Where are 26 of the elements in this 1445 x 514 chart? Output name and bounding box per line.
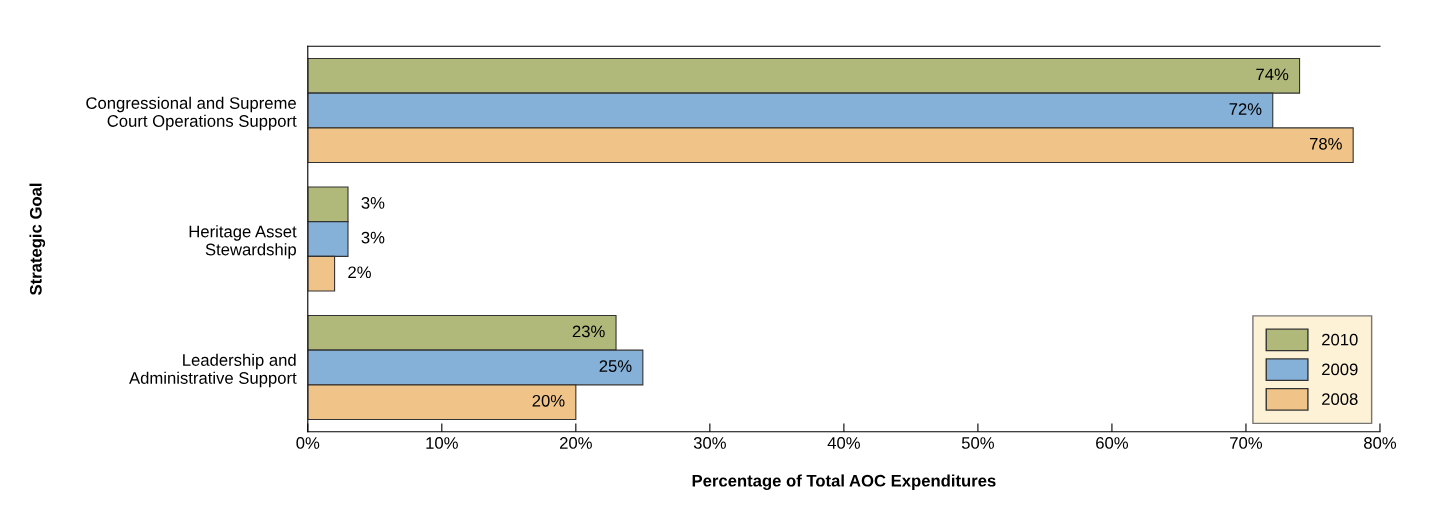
x-tick-label: 40% bbox=[827, 437, 860, 449]
y-tick-label: Leadership and Administrative Support bbox=[129, 353, 297, 388]
x-tick-label: 80% bbox=[1364, 437, 1397, 449]
y-tick-label: Congressional and Supreme Court Operations Support bbox=[86, 96, 297, 131]
data-label: 3% bbox=[361, 231, 385, 244]
legend-label: 2009 bbox=[1322, 363, 1358, 376]
data-label: 20% bbox=[532, 394, 565, 407]
legend-label: 2010 bbox=[1322, 333, 1358, 346]
data-label: 72% bbox=[1229, 103, 1262, 115]
x-tick-label: 0% bbox=[296, 437, 320, 449]
x-tick-label: 70% bbox=[1230, 437, 1263, 449]
data-label: 25% bbox=[599, 360, 632, 372]
legend-label: 2008 bbox=[1322, 393, 1358, 406]
data-label: 74% bbox=[1256, 68, 1289, 81]
x-axis-title: Percentage of Total AOC Expenditures bbox=[692, 474, 996, 490]
data-label: 3% bbox=[361, 196, 385, 209]
x-tick-label: 30% bbox=[693, 437, 726, 449]
y-axis-title: Strategic Goal bbox=[29, 183, 46, 296]
x-tick-label: 10% bbox=[426, 437, 458, 449]
y-tick-label: Heritage Asset Stewardship bbox=[189, 225, 297, 259]
x-tick-label: 60% bbox=[1096, 437, 1129, 449]
x-tick-label: 50% bbox=[961, 437, 994, 449]
data-label: 23% bbox=[572, 325, 605, 338]
x-tick-label: 20% bbox=[559, 437, 592, 449]
data-label: 78% bbox=[1309, 137, 1342, 150]
data-label: 2% bbox=[348, 266, 371, 279]
